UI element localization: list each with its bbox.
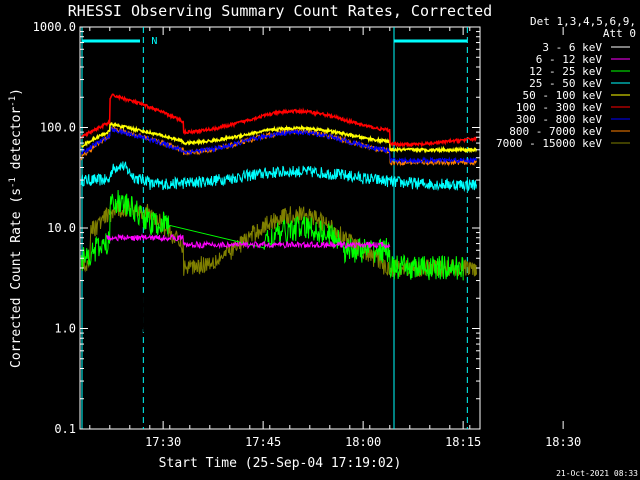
series-50-100-kev	[81, 121, 478, 154]
x-tick-label: 17:30	[145, 435, 181, 449]
annotation-n: N	[151, 36, 157, 47]
legend-label: 800 - 7000 keV	[509, 125, 602, 138]
legend-label: 12 - 25 keV	[529, 65, 602, 78]
x-tick-label: 17:45	[245, 435, 281, 449]
x-tick-label: 18:00	[345, 435, 381, 449]
legend-label: 6 - 12 keV	[536, 53, 603, 66]
x-tick-label: 18:15	[445, 435, 481, 449]
y-tick-label: 0.1	[54, 422, 76, 436]
legend-label: 50 - 100 keV	[523, 89, 603, 102]
series-3-6-kev	[109, 268, 344, 333]
legend-label: 7000 - 15000 keV	[496, 137, 602, 150]
legend-label: 300 - 800 keV	[516, 113, 602, 126]
series-6-12-kev	[106, 233, 391, 250]
series-12-25-kev	[80, 189, 464, 281]
y-axis-label: Corrected Count Rate (s-1 detector-1)	[8, 88, 24, 368]
y-axis-label-sup1: -1	[8, 177, 18, 188]
chart-title: RHESSI Observing Summary Count Rates, Co…	[68, 2, 492, 20]
timestamp: 21-Oct-2021 08:33	[556, 469, 638, 478]
legend-label: 3 - 6 keV	[542, 41, 602, 54]
series-100-300-kev	[80, 93, 477, 149]
y-axis-label-mid: detector	[9, 107, 24, 178]
series-300-800-kev	[80, 125, 477, 165]
plot-area	[79, 26, 481, 430]
legend-label: 100 - 300 keV	[516, 101, 602, 114]
series-group	[80, 93, 478, 333]
series-25-50-kev	[80, 161, 477, 192]
y-axis-label-end: )	[9, 88, 24, 96]
axes: 1000.0 100.0 10.0 1.0 0.1 17:30 17:45 18:00 18:1…	[33, 20, 582, 449]
x-axis-label: Start Time (25-Sep-04 17:19:02)	[159, 456, 402, 471]
y-tick-label: 1000.0	[33, 20, 76, 34]
legend-header: Det 1,3,4,5,6,9,	[530, 15, 636, 28]
y-axis-label-main: Corrected Count Rate (s	[9, 188, 24, 368]
y-tick-label: 1.0	[54, 322, 76, 336]
series-7000-15000-kev	[81, 197, 477, 278]
x-tick-label: 18:30	[545, 435, 581, 449]
y-tick-label: 100.0	[40, 121, 76, 135]
legend-label: 25 - 50 keV	[529, 77, 602, 90]
legend-header: Att 0	[603, 27, 636, 40]
y-axis-label-sup2: -1	[8, 96, 18, 107]
y-tick-label: 10.0	[47, 221, 76, 235]
